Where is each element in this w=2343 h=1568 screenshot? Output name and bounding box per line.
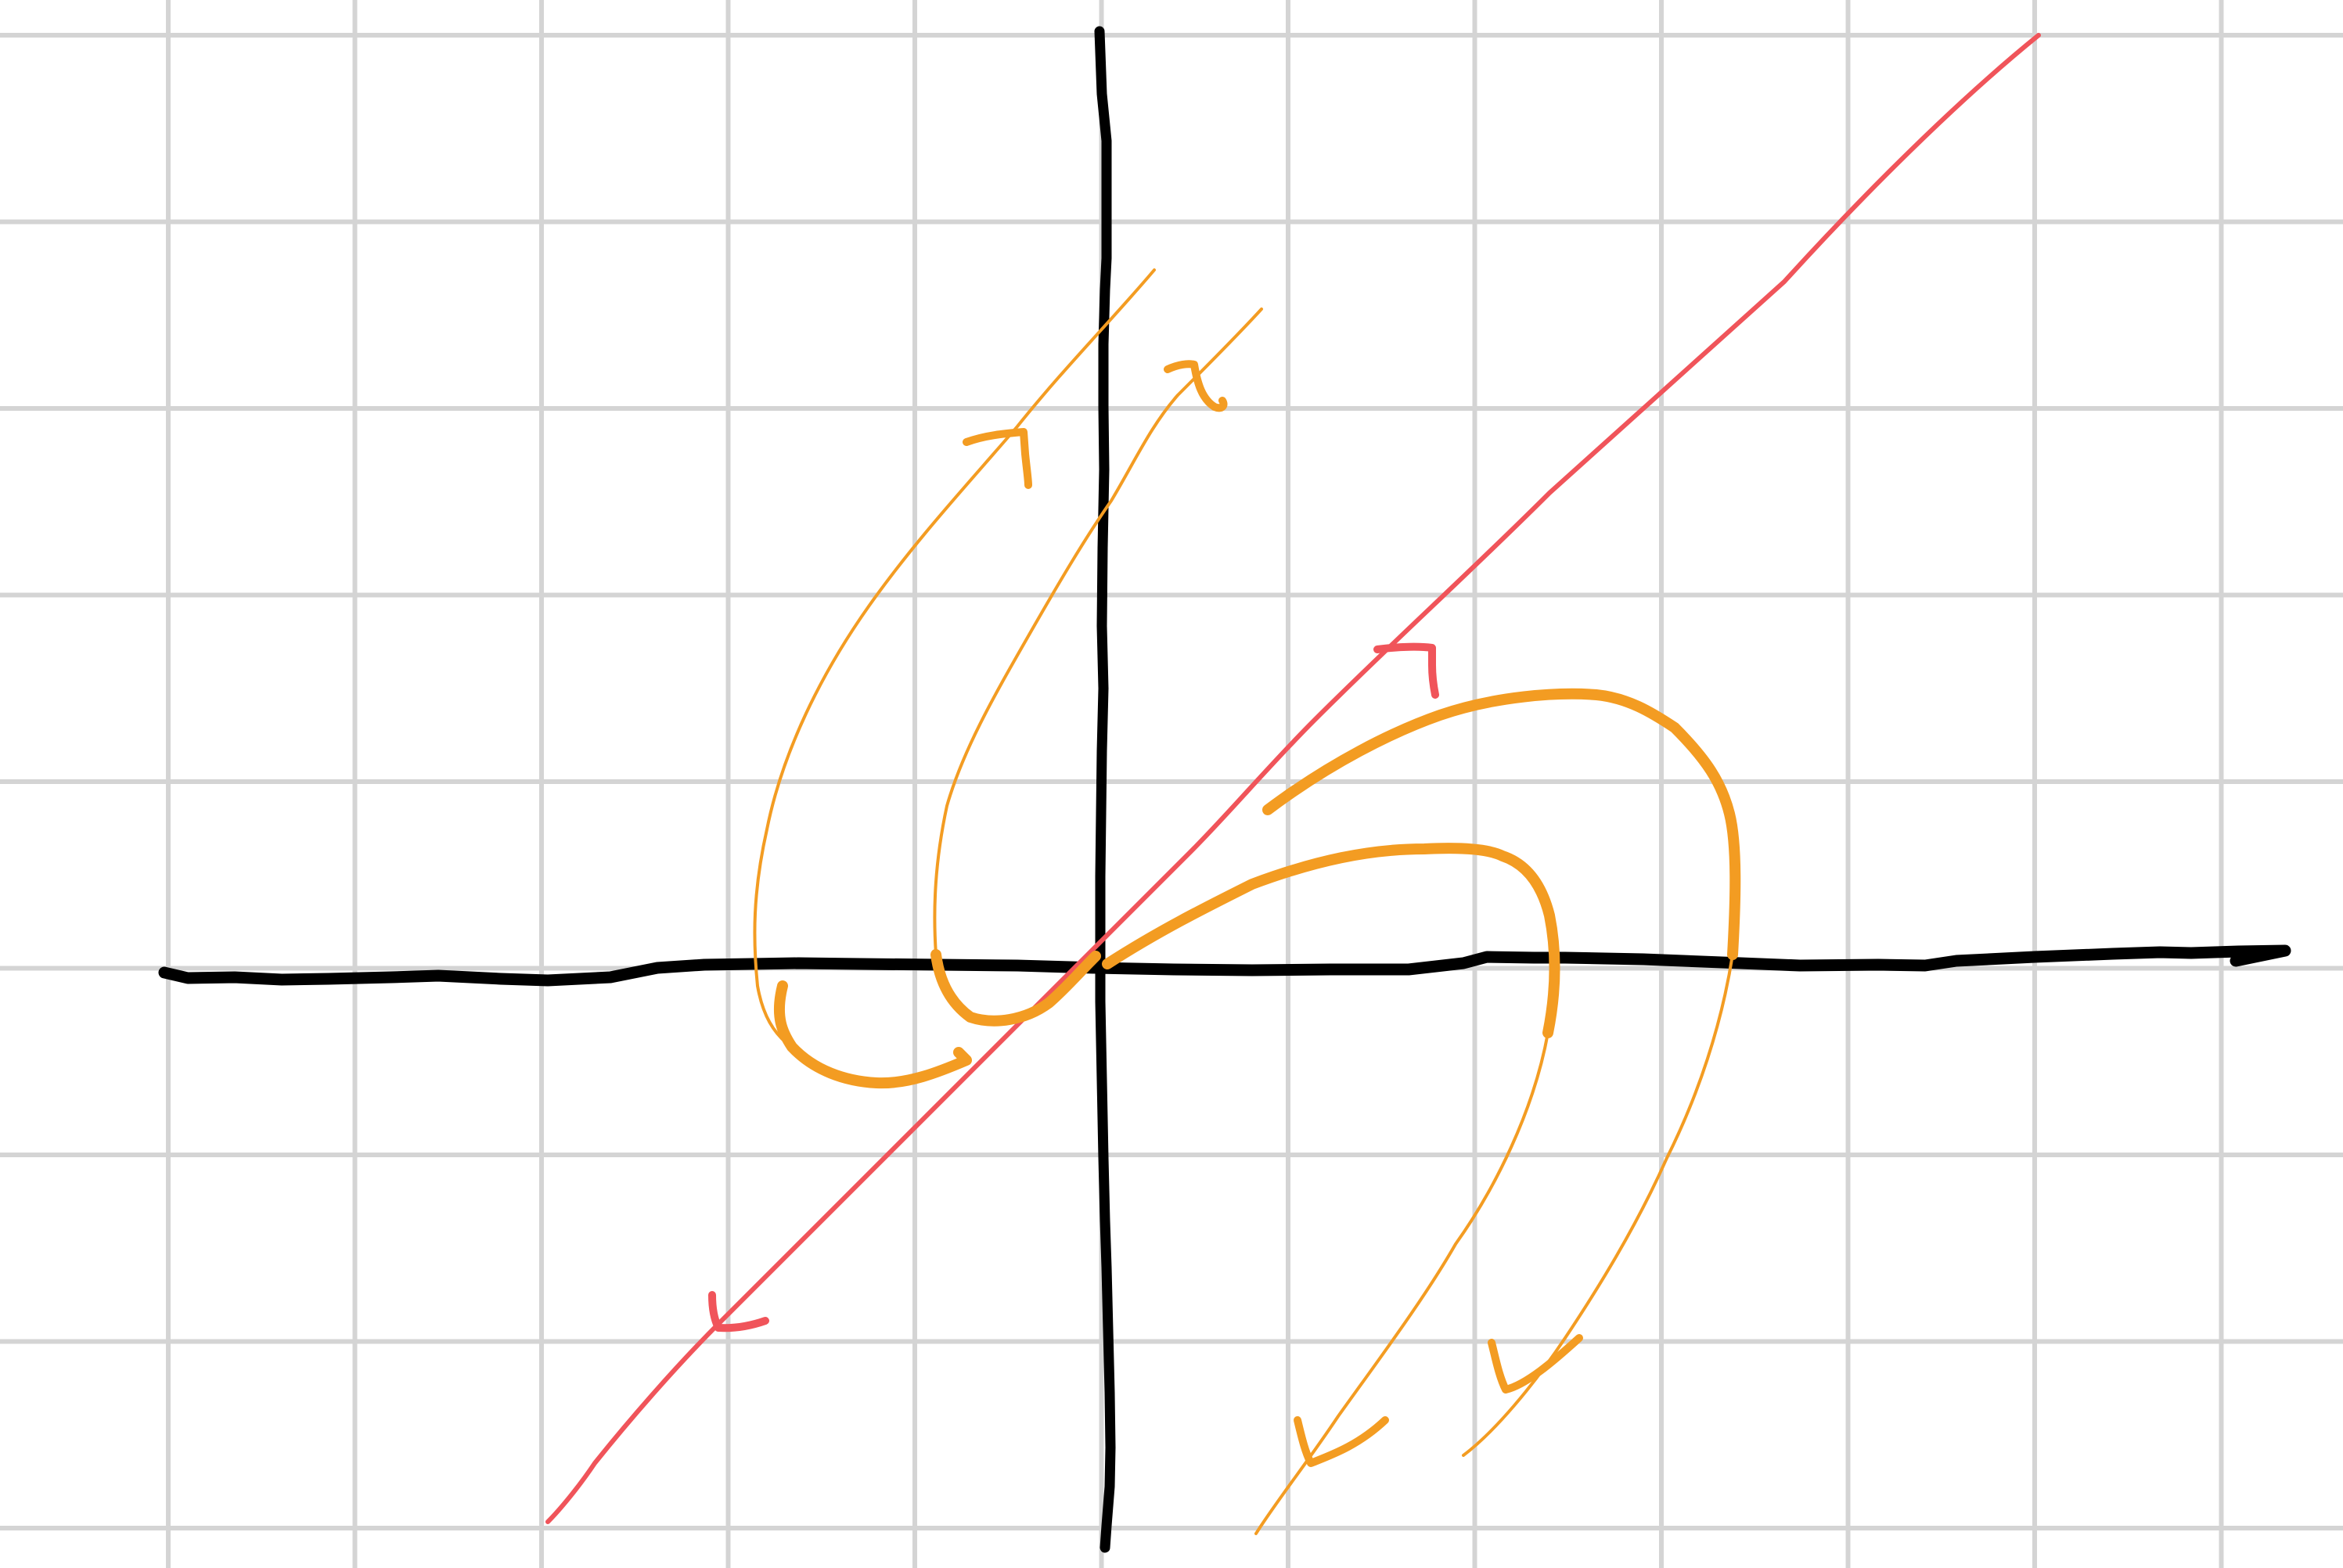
orange-arrow-upper-left-inner [1164,360,1228,412]
orange-trajectories [753,268,1741,1535]
orange-trajectory-upper-left-inner [933,307,1263,956]
red-arrow-outgoing [1373,642,1439,699]
orange-trajectory-lower-right-inner-loop [1102,843,1560,1038]
horizontal-axis [158,944,2291,987]
orange-trajectory-upper-left-inner-loop [930,949,1101,1027]
red-arrow-incoming [708,1291,769,1332]
red-invariant-line [545,33,2041,1524]
orange-arrow-lower-right-inner [1294,1416,1389,1467]
orange-trajectory-lower-right-outer [1462,953,1734,1457]
orange-arrow-lower-right-outer [1488,1334,1583,1394]
orange-trajectory-lower-right-inner [1254,1031,1549,1535]
orange-trajectory-upper-left-outer [753,268,1156,1045]
orange-trajectory-upper-left-outer-loop [773,980,972,1089]
coordinate-axes [158,26,2291,1553]
vertical-axis [1094,26,1116,1553]
orange-arrow-upper-left-outer [963,428,1032,489]
orange-trajectory-lower-right-outer-loop [1262,688,1741,960]
